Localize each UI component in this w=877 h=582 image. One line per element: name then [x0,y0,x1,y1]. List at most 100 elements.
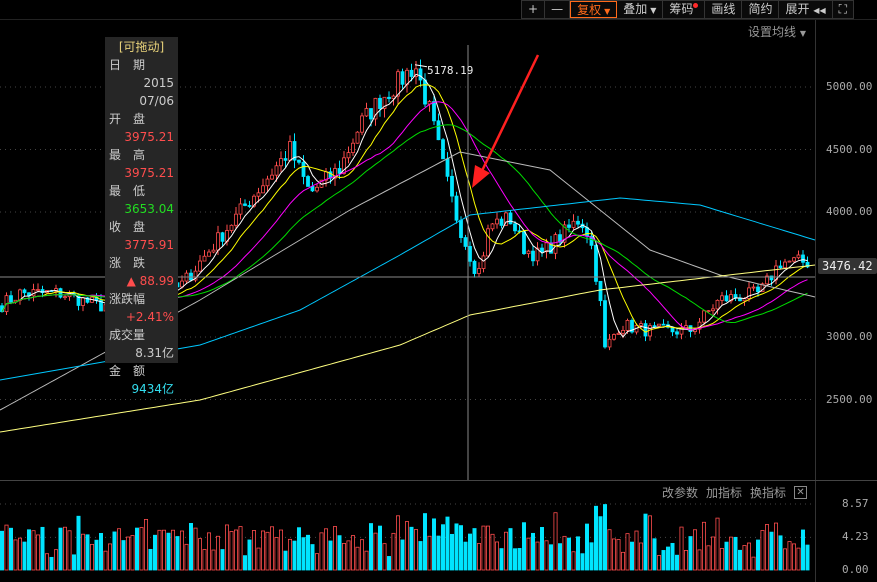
chips-button[interactable]: 筹码 [663,1,706,18]
volume-bar [715,517,720,571]
volume-bar [657,555,662,571]
candle-down [418,68,423,81]
arrow-head-icon [472,165,490,188]
volume-bar [670,542,675,571]
volume-bar [256,547,261,571]
candle-down [292,141,297,161]
edit-params-button[interactable]: 改参数 [662,486,699,500]
volume-bar [26,529,31,571]
volume-bar [170,529,175,571]
candle-up [238,203,243,215]
volume-bar [467,533,472,571]
overlay-button[interactable]: 叠加 ▼ [617,1,664,18]
volume-bar [796,547,801,571]
close-icon[interactable]: ✕ [794,486,808,499]
volume-bar [485,525,490,571]
volume-bar [278,529,283,571]
volume-bar [693,529,698,571]
volume-bar [792,543,797,571]
candle-down [387,96,391,99]
drag-hint: [可拖动] [118,40,165,54]
candle-down [85,297,90,303]
candle-down [652,325,657,328]
volume-bar [616,539,621,571]
volume-bar [661,550,666,571]
add-indicator-button[interactable]: 加指标 [706,486,743,500]
candle-up [684,325,688,329]
volume-bar [215,535,220,571]
candle-down [40,289,45,294]
switch-indicator-button[interactable]: 换指标 [750,486,787,500]
fullscreen-button[interactable]: ⛶ [833,1,853,18]
candle-up [765,275,769,285]
volume-bar [36,534,41,571]
volume-bar [688,536,693,571]
candle-down [661,323,666,326]
volume-bar [233,529,238,571]
volume-bar [265,531,270,571]
candle-down [472,260,477,274]
candle-down [675,331,679,335]
candle-up [360,115,364,133]
volume-bar [72,554,77,571]
candle-up [355,131,360,144]
candle-up [477,268,481,274]
volume-bar [99,533,104,571]
volume-bar [526,537,531,571]
volume-bar [706,545,711,571]
date-label: 日 期 [109,58,146,72]
candle-up [792,257,796,262]
candle-down [445,158,450,177]
candle-up [729,294,733,302]
candle-down [76,294,81,306]
volume-bar [368,523,373,571]
volume-bar [558,543,563,571]
volume-bar [161,529,166,571]
volume-bar [643,513,648,571]
volume-bar [296,527,301,571]
volume-bar [499,548,504,571]
candle-down [297,159,301,163]
volume-bar [260,530,265,571]
ma-setting-dropdown[interactable]: 设置均线 ▼ [748,23,806,40]
open-label: 开 盘 [109,112,146,126]
candle-down [724,295,729,302]
zoom-out-button[interactable]: — [545,1,571,18]
candle-up [747,287,751,299]
notification-dot-icon [693,3,699,8]
volume-bar [395,515,400,571]
volume-bar [310,544,315,571]
zoom-in-button[interactable]: + [522,1,546,18]
candle-up [274,165,279,176]
candle-up [63,296,67,299]
pct-value: +2.41% [125,310,174,324]
info-panel[interactable]: [可拖动] 日 期 2015 07/06 开 盘 3975.21 最 高 397… [105,37,178,396]
volume-tick-label: 8.57 [842,497,869,510]
candle-up [265,178,270,187]
candle-up [315,186,319,192]
candle-up [783,261,787,269]
volume-bar [621,551,626,571]
candle-down [540,247,544,253]
candle-up [333,168,337,179]
volume-bar [476,543,481,571]
simple-button[interactable]: 简约 [742,1,780,18]
candle-up [796,254,801,259]
expand-button[interactable]: 展开 ◀◀ [779,1,833,18]
candle-up [382,96,387,109]
candle-up [751,286,756,289]
price-tick-label: 5000.00 [826,80,873,93]
fuquan-button[interactable]: 复权 ▼ [570,1,618,18]
volume-bar [585,523,590,571]
volume-bar [341,543,346,571]
candle-down [58,288,63,298]
volume-bar [247,539,252,571]
candle-up [279,158,283,167]
toolbar: + — 复权 ▼ 叠加 ▼ 筹码 画线 简约 展开 ◀◀ ⛶ [521,0,855,19]
draw-button[interactable]: 画线 [705,1,743,18]
candle-up [229,224,234,231]
candle-up [495,218,499,225]
candle-up [193,270,198,281]
candle-down [801,254,805,263]
candle-down [513,223,517,232]
